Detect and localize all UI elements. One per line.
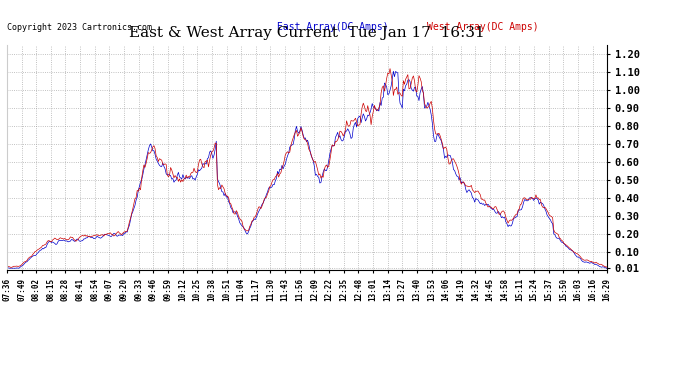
Text: Copyright 2023 Cartronics.com: Copyright 2023 Cartronics.com bbox=[7, 22, 152, 32]
Title: East & West Array Current  Tue Jan 17  16:31: East & West Array Current Tue Jan 17 16:… bbox=[129, 26, 485, 40]
Text: East Array(DC Amps): East Array(DC Amps) bbox=[277, 21, 388, 32]
Text: West Array(DC Amps): West Array(DC Amps) bbox=[427, 21, 539, 32]
